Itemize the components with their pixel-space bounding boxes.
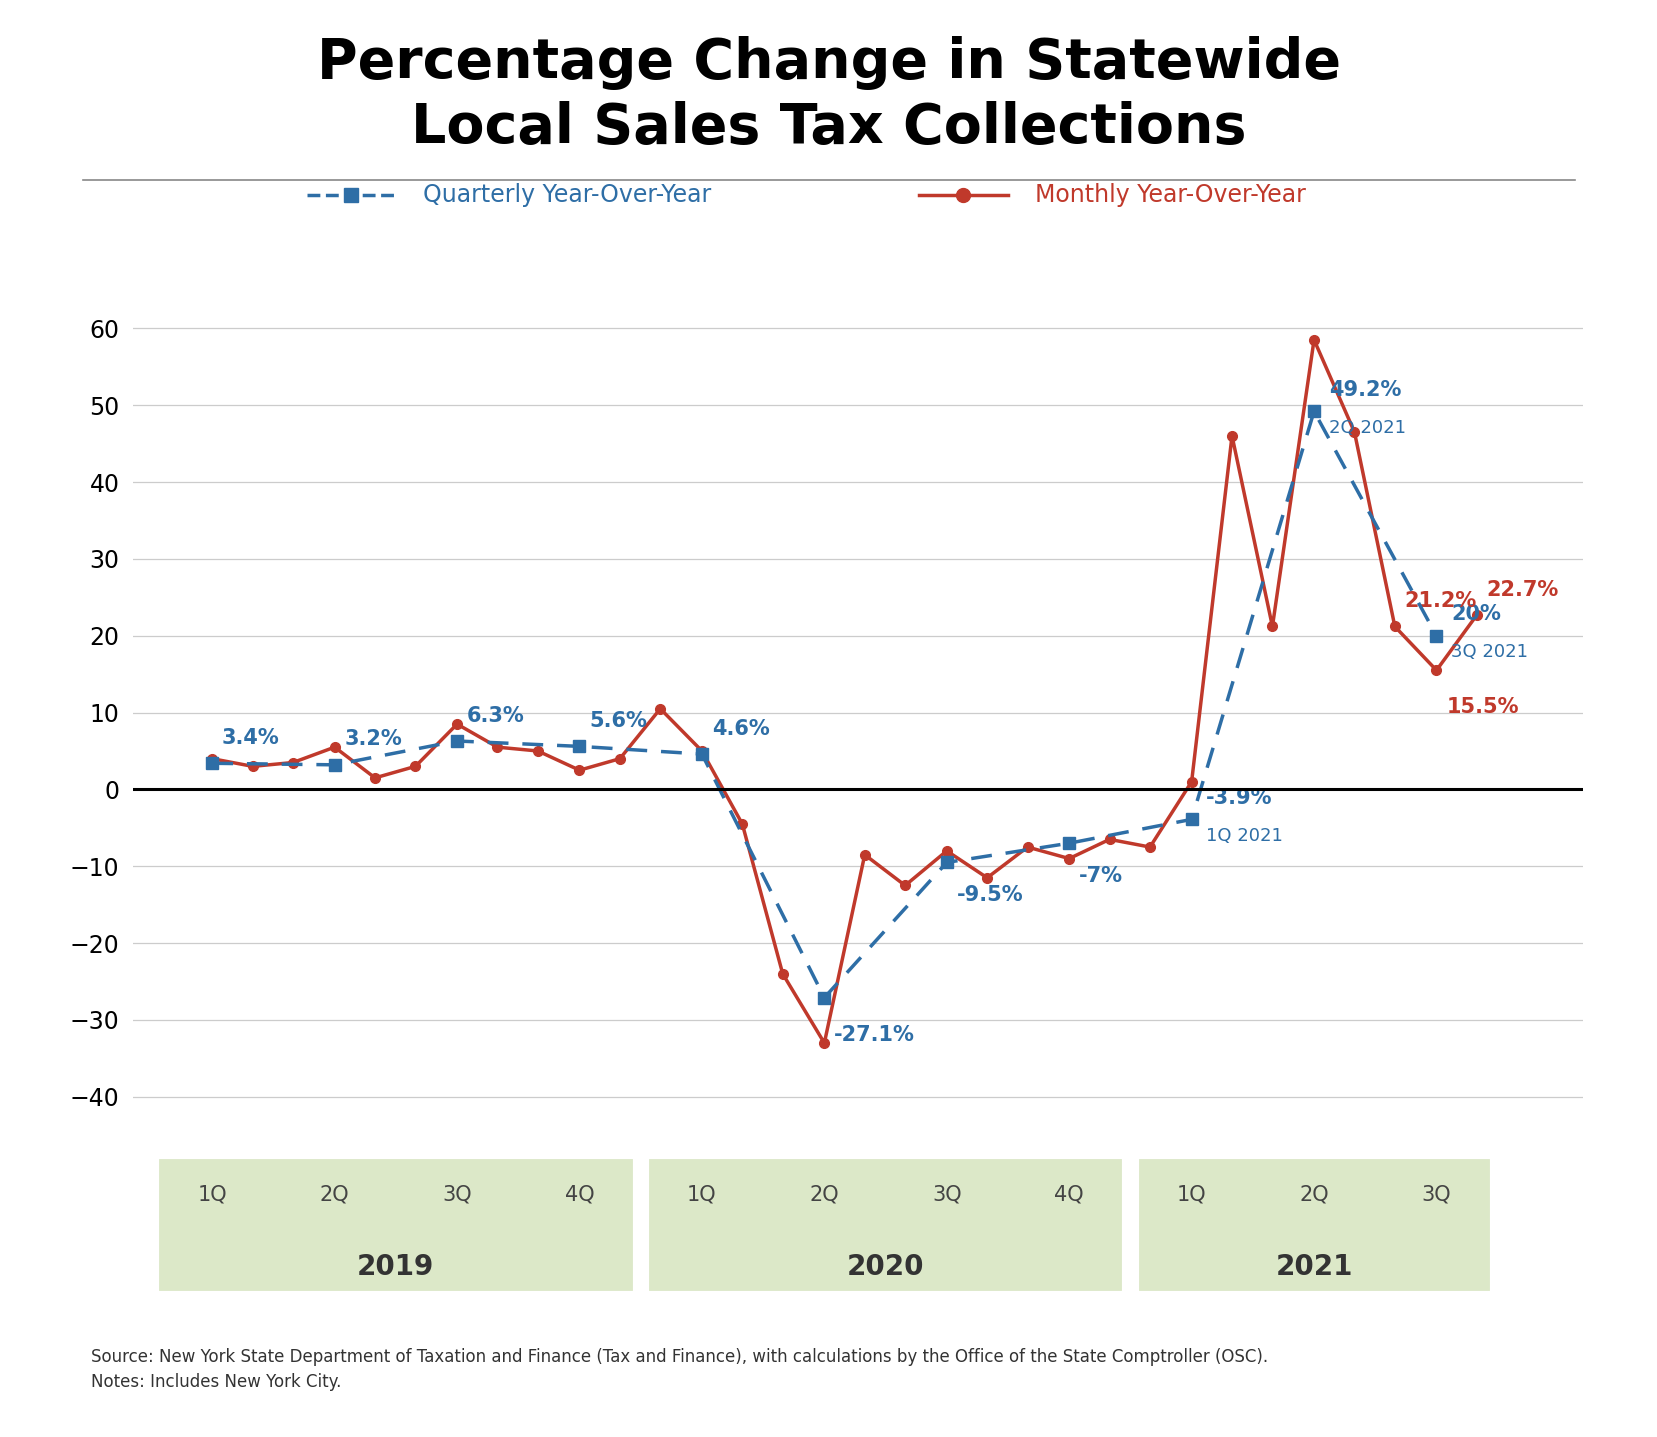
Text: Monthly Year-Over-Year: Monthly Year-Over-Year [1034,184,1306,207]
Text: 3Q: 3Q [1420,1186,1450,1204]
Text: 3Q: 3Q [931,1186,961,1204]
Text: 2Q: 2Q [320,1186,350,1204]
Text: -9.5%: -9.5% [956,885,1022,905]
Text: 1Q 2021: 1Q 2021 [1206,828,1283,845]
Text: 4Q: 4Q [565,1186,593,1204]
Text: 2021: 2021 [1274,1253,1352,1282]
Text: -7%: -7% [1079,867,1122,887]
Text: 49.2%: 49.2% [1327,379,1400,399]
Text: 20%: 20% [1450,604,1500,624]
Text: 2Q 2021: 2Q 2021 [1327,420,1405,437]
Text: 3Q 2021: 3Q 2021 [1450,644,1528,661]
Text: 5.6%: 5.6% [588,711,646,731]
Bar [157,1157,635,1293]
Text: Source: New York State Department of Taxation and Finance (Tax and Finance), wit: Source: New York State Department of Tax… [91,1348,1268,1391]
Text: 1Q: 1Q [686,1186,716,1204]
Text: Local Sales Tax Collections: Local Sales Tax Collections [411,101,1246,155]
Text: 3Q: 3Q [442,1186,472,1204]
Text: 1Q: 1Q [197,1186,227,1204]
Text: 4.6%: 4.6% [711,718,769,739]
Text: 4Q: 4Q [1054,1186,1084,1204]
Bar [1135,1157,1491,1293]
Text: Percentage Change in Statewide: Percentage Change in Statewide [316,36,1341,91]
Text: 6.3%: 6.3% [467,706,524,726]
Text: 2019: 2019 [356,1253,434,1282]
Text: Quarterly Year-Over-Year: Quarterly Year-Over-Year [423,184,711,207]
Text: 15.5%: 15.5% [1445,697,1518,717]
Text: -3.9%: -3.9% [1206,787,1273,808]
Text: 1Q: 1Q [1176,1186,1206,1204]
Text: 2020: 2020 [847,1253,923,1282]
Text: -27.1%: -27.1% [833,1025,915,1045]
Text: 22.7%: 22.7% [1486,579,1558,599]
Text: 3.4%: 3.4% [222,729,280,747]
Text: 21.2%: 21.2% [1403,591,1476,611]
Text: 2Q: 2Q [1299,1186,1327,1204]
Text: 2Q: 2Q [809,1186,838,1204]
Bar [646,1157,1123,1293]
Text: 3.2%: 3.2% [345,730,403,750]
